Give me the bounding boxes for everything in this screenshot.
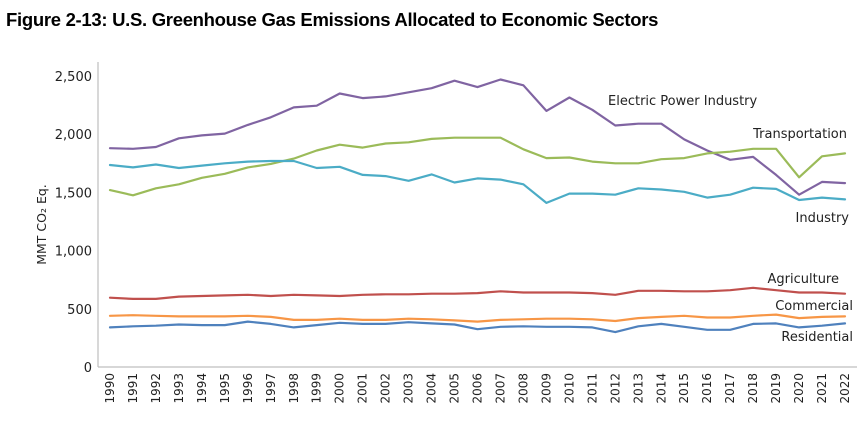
y-tick-label: 500	[67, 303, 92, 318]
x-tick-label: 2011	[585, 373, 599, 404]
x-tick-labels: 1990 1991 1992 1993 1994 1995 1996 1997 1998 1999…	[103, 373, 852, 404]
series-lines	[108, 78, 847, 334]
series-label-electric-power-industry: Electric Power Industry	[608, 94, 758, 109]
series-labels: Electric Power Industry Transportation Ind…	[608, 94, 853, 345]
y-tick-label: 2,000	[55, 128, 92, 143]
series-label-transportation: Transportation	[752, 127, 847, 142]
x-tick-label: 2021	[815, 373, 829, 404]
x-tick-label: 2005	[448, 373, 462, 404]
y-tick-labels: 0 500 1,000 1,500 2,000 2,500	[55, 70, 92, 376]
x-tick-label: 1999	[310, 373, 324, 404]
x-tick-label: 2012	[608, 373, 622, 404]
series-line-commercial	[108, 313, 847, 323]
x-tick-label: 2008	[516, 373, 530, 404]
x-tick-label: 1994	[195, 373, 209, 404]
x-tick-label: 2013	[631, 373, 645, 404]
y-tick-label: 0	[84, 361, 92, 376]
x-tick-label: 2020	[792, 373, 806, 404]
series-line-agriculture	[108, 286, 847, 300]
x-tick-label: 1993	[172, 373, 186, 404]
x-tick-label: 2018	[746, 373, 760, 404]
series-label-residential: Residential	[781, 330, 853, 345]
series-label-agriculture: Agriculture	[768, 272, 840, 287]
x-tick-label: 2010	[562, 373, 576, 404]
x-tick-label: 2007	[493, 373, 507, 404]
x-tick-label: 2019	[769, 373, 783, 404]
y-tick-label: 1,000	[55, 245, 92, 260]
x-tick-label: 2002	[379, 373, 393, 404]
series-line-residential	[108, 320, 847, 334]
series-label-commercial: Commercial	[775, 299, 853, 314]
figure-title: Figure 2-13: U.S. Greenhouse Gas Emissio…	[6, 9, 659, 30]
x-tick-label: 2001	[356, 373, 370, 404]
x-tick-label: 1991	[126, 373, 140, 404]
x-tick-label: 1990	[103, 373, 117, 404]
series-line-transportation	[108, 136, 847, 197]
x-tick-label: 1996	[241, 373, 255, 404]
x-tick-label: 2015	[677, 373, 691, 404]
x-tick-label: 2016	[700, 373, 714, 404]
series-line-electric-power-industry	[108, 78, 847, 196]
x-tick-label: 2014	[654, 373, 668, 404]
y-tick-label: 1,500	[55, 186, 92, 201]
x-tick-label: 2017	[723, 373, 737, 404]
x-tick-label: 2000	[333, 373, 347, 404]
x-tick-label: 2003	[402, 373, 416, 404]
x-tick-label: 1998	[287, 373, 301, 404]
x-tick-label: 2009	[539, 373, 553, 404]
x-tick-label: 1992	[149, 373, 163, 404]
x-tick-label: 1997	[264, 373, 278, 404]
x-tick-label: 2022	[838, 373, 852, 404]
x-tick-label: 2004	[425, 373, 439, 404]
series-label-industry: Industry	[796, 211, 850, 226]
x-tick-label: 1995	[218, 373, 232, 404]
series-line-industry	[108, 159, 847, 204]
axes	[97, 62, 857, 368]
x-tick-label: 2006	[471, 373, 485, 404]
y-tick-label: 2,500	[55, 70, 92, 85]
y-axis-label: MMT CO₂ Eq.	[34, 184, 49, 265]
